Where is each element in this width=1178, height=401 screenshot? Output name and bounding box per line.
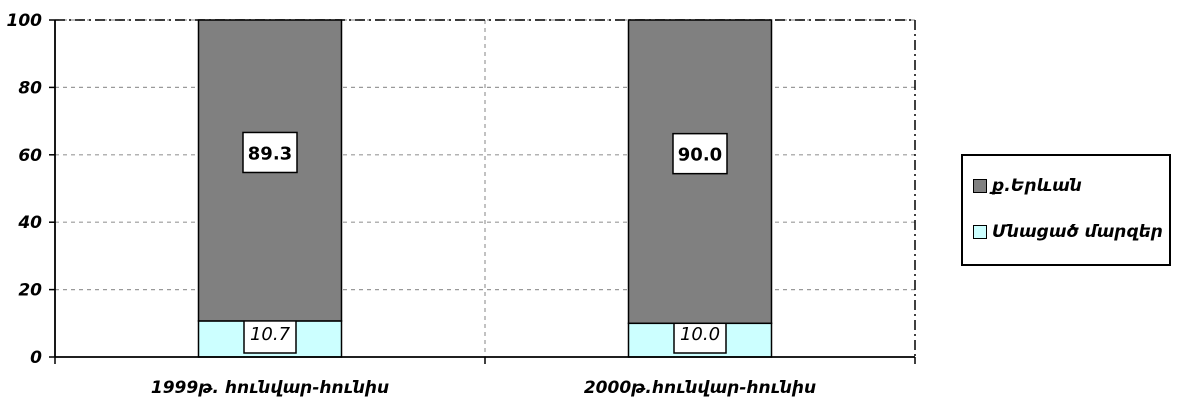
legend-swatch-other-regions bbox=[973, 225, 987, 239]
y-tick-label: 40 bbox=[17, 213, 42, 233]
data-label-s1-c0: 89.3 bbox=[248, 143, 292, 164]
y-tick-label: 60 bbox=[18, 146, 42, 166]
data-label-box-s1-c0 bbox=[242, 131, 298, 174]
x-tick-label: 1999թ. հունվար-հունիս bbox=[151, 378, 389, 398]
legend-label-yerevan: ք.Երևան bbox=[992, 176, 1082, 196]
legend-swatch-yerevan bbox=[973, 179, 987, 193]
data-label-s1-c1: 90.0 bbox=[678, 145, 722, 166]
legend-item-yerevan: ք.Երևան bbox=[973, 176, 1082, 196]
data-label-box-s1-c1 bbox=[672, 132, 728, 175]
x-tick-label: 2000թ.հունվար-հունիս bbox=[584, 378, 816, 398]
y-tick-label: 0 bbox=[30, 348, 42, 368]
data-label-s0-c0: 10.7 bbox=[250, 324, 291, 345]
y-tick-label: 80 bbox=[18, 78, 42, 98]
legend-item-other-regions: Մնացած մարզեր bbox=[973, 222, 1163, 242]
legend-label-other-regions: Մնացած մարզեր bbox=[992, 222, 1163, 242]
y-tick-label: 20 bbox=[18, 281, 42, 301]
y-tick-label: 100 bbox=[7, 11, 43, 31]
data-label-s0-c1: 10.0 bbox=[680, 324, 720, 345]
legend: ք.Երևան Մնացած մարզեր bbox=[961, 154, 1171, 266]
